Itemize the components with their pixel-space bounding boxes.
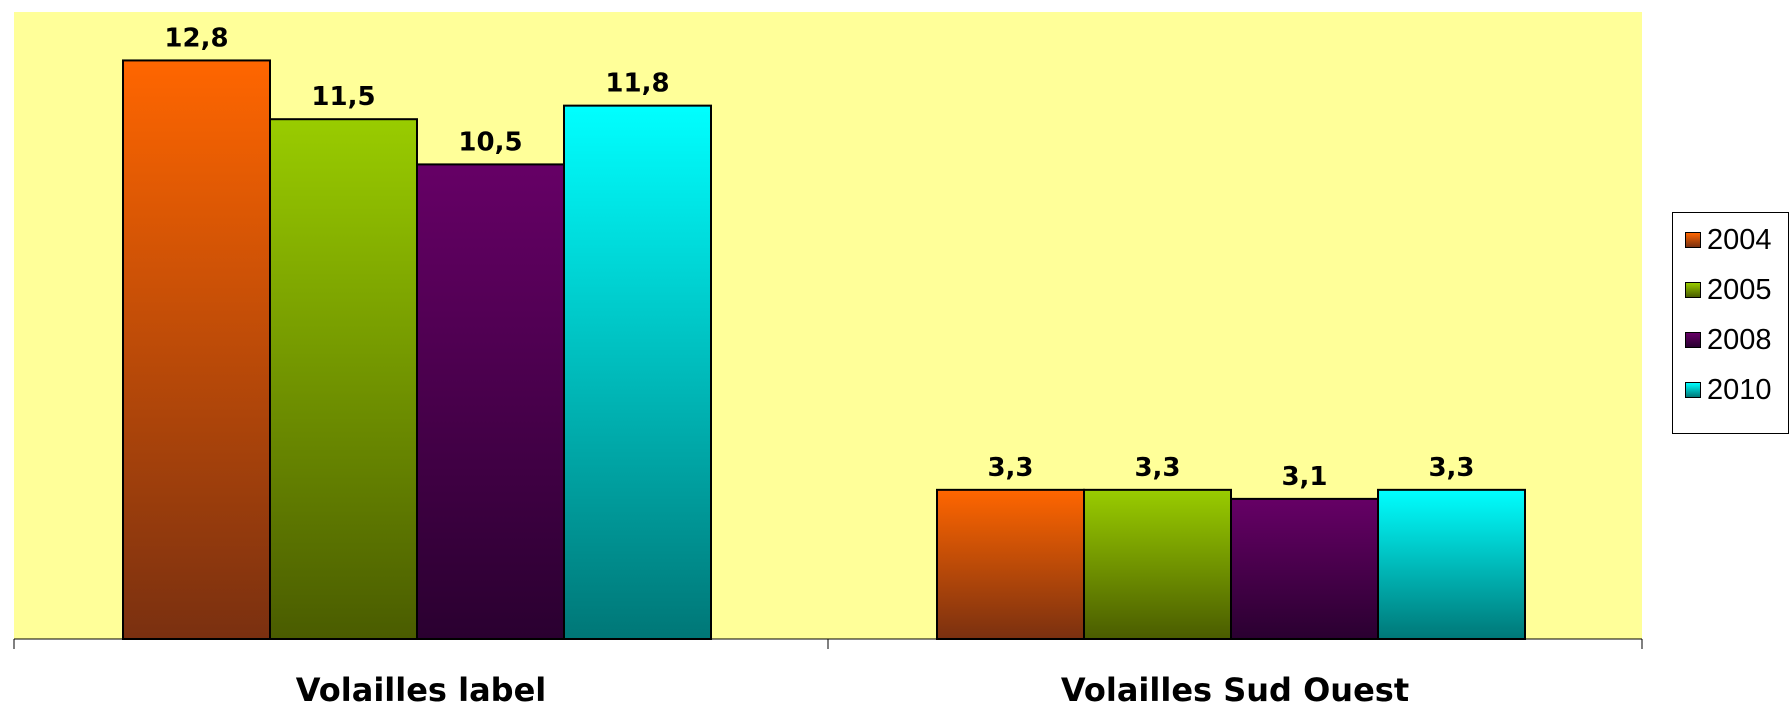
data-label-2005-cat0: 11,5 (311, 82, 375, 112)
bar-2004-cat1 (936, 488, 1085, 640)
bar-2004-cat0 (122, 59, 271, 640)
bar-2010-cat1 (1377, 488, 1526, 640)
legend-item-2004: 2004 (1685, 223, 1772, 256)
legend-label-2010: 2010 (1707, 373, 1772, 406)
legend-label-2005: 2005 (1707, 273, 1772, 306)
legend-swatch-2005 (1685, 282, 1701, 298)
data-label-2004-cat0: 12,8 (164, 23, 228, 53)
data-label-2008-cat0: 10,5 (458, 127, 522, 157)
legend-swatch-2010 (1685, 382, 1701, 398)
data-label-2004-cat1: 3,3 (987, 453, 1033, 483)
data-label-2008-cat1: 3,1 (1281, 462, 1327, 492)
legend-item-2010: 2010 (1685, 373, 1772, 406)
data-labels-layer: 12,8 11,5 10,5 11,8 3,3 3,3 3,1 3,3 (164, 23, 1474, 491)
bar-2008-cat1 (1230, 497, 1379, 640)
legend-item-2005: 2005 (1685, 273, 1772, 306)
legend-label-2004: 2004 (1707, 223, 1772, 256)
data-label-2010-cat1: 3,3 (1428, 453, 1474, 483)
legend-swatch-2008 (1685, 332, 1701, 348)
legend-swatch-2004 (1685, 232, 1701, 248)
bar-2005-cat0 (269, 118, 418, 640)
data-label-2005-cat1: 3,3 (1134, 453, 1180, 483)
data-label-2010-cat0: 11,8 (605, 69, 669, 99)
x-axis: Volailles label Volailles Sud Ouest (13, 638, 1643, 706)
bar-2008-cat0 (416, 163, 565, 640)
legend: 2004 2005 2008 2010 (1672, 212, 1789, 434)
category-label-0: Volailles label (296, 671, 547, 706)
legend-item-2008: 2008 (1685, 323, 1772, 356)
bars-layer (122, 59, 1526, 640)
bar-2005-cat1 (1083, 488, 1232, 640)
legend-label-2008: 2008 (1707, 323, 1772, 356)
bar-2010-cat0 (563, 104, 712, 640)
category-label-1: Volailles Sud Ouest (1061, 671, 1409, 706)
